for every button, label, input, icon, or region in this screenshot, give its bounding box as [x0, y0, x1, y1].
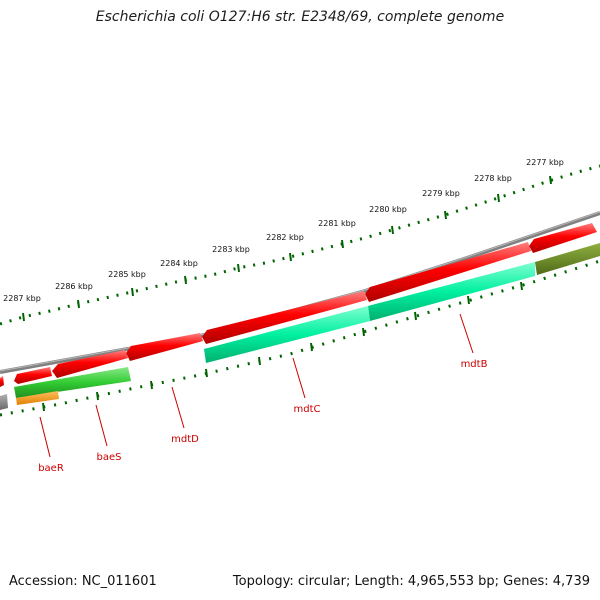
inner-major-tick [258, 356, 261, 366]
leader-mdtD [171, 386, 185, 429]
inner-major-tick [42, 402, 45, 412]
kbp-tick-labels: 2277 kbp 2278 kbp 2279 kbp 2280 kbp 2281 kbp… [3, 158, 564, 303]
kbp-major-tick [391, 225, 394, 235]
genome-summary: Topology: circular; Length: 4,965,553 bp… [232, 574, 590, 589]
kbp-major-tick [237, 263, 240, 273]
gene-bar-baeS [14, 367, 131, 398]
inner-major-tick [414, 311, 417, 321]
kbp-ticks [22, 175, 552, 322]
cds-arrow [202, 291, 367, 344]
kbp-tick-label: 2280 kbp [369, 205, 407, 214]
map-title: Escherichia coli O127:H6 str. E2348/69, … [95, 9, 505, 25]
kbp-tick-label: 2286 kbp [55, 282, 93, 291]
kbp-major-tick [22, 312, 25, 322]
inner-major-tick [362, 327, 365, 337]
cds-arrow [365, 242, 531, 302]
kbp-tick-label: 2287 kbp [3, 294, 41, 303]
cds-arrow-partial [0, 376, 4, 387]
inner-major-tick [150, 380, 153, 390]
kbp-major-tick [289, 252, 292, 262]
accession-label: Accession: NC_011601 [9, 574, 157, 589]
gene-bar-mdtC [204, 306, 370, 363]
cds-arrow [14, 367, 52, 384]
kbp-tick-label: 2282 kbp [266, 233, 304, 242]
inner-major-tick [96, 391, 99, 401]
kbp-major-tick [77, 299, 80, 309]
gene-features [0, 243, 600, 410]
kbp-major-tick [341, 239, 344, 249]
kbp-major-tick [131, 287, 134, 297]
gene-label-mdtD: mdtD [171, 434, 199, 445]
gene-bar-grey [0, 394, 8, 410]
gene-bar-baeR [16, 391, 59, 405]
gene-label-mdtC: mdtC [294, 404, 321, 415]
leader-mdtB [459, 313, 474, 354]
inner-tick-ring [0, 259, 600, 417]
inner-major-tick [205, 368, 208, 378]
leader-baeR [39, 416, 51, 458]
kbp-major-tick [444, 210, 447, 220]
kbp-tick-label: 2285 kbp [108, 270, 146, 279]
leader-baeS [95, 404, 108, 447]
gene-label-baeS: baeS [97, 452, 122, 463]
kbp-tick-label: 2281 kbp [318, 219, 356, 228]
kbp-major-tick [184, 275, 187, 285]
inner-major-tick [467, 295, 470, 305]
forward-strand-cds [0, 223, 597, 387]
cds-arrow [52, 350, 128, 378]
gene-bar-olive [535, 243, 600, 275]
kbp-major-tick [549, 175, 552, 185]
gene-bar-mdtB [368, 262, 535, 321]
kbp-tick-label: 2279 kbp [422, 189, 460, 198]
kbp-tick-label: 2278 kbp [474, 174, 512, 183]
cds-arrow [529, 223, 597, 253]
gene-label-mdtB: mdtB [461, 359, 488, 370]
gene-labels: mdtB mdtC mdtD baeS baeR [38, 359, 487, 474]
inner-major-tick [310, 342, 313, 352]
kbp-tick-label: 2284 kbp [160, 259, 198, 268]
gene-label-baeR: baeR [38, 463, 64, 474]
kbp-tick-label: 2283 kbp [212, 245, 250, 254]
inner-major-tick [520, 281, 523, 291]
cds-arrow [126, 333, 203, 361]
gene-label-leaders [39, 313, 474, 458]
kbp-tick-label: 2277 kbp [526, 158, 564, 167]
inner-major-ticks [42, 281, 523, 412]
leader-mdtC [292, 357, 306, 399]
kbp-major-tick [497, 193, 500, 203]
